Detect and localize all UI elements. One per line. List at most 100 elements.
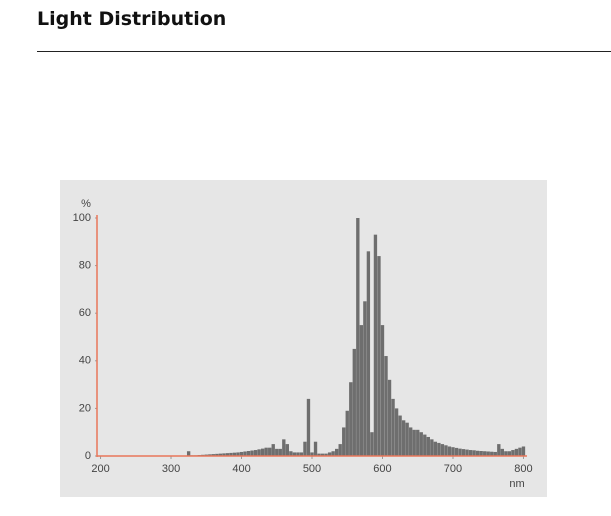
bar	[253, 450, 258, 456]
bar	[334, 448, 339, 456]
bar	[373, 234, 378, 456]
bar	[416, 429, 420, 456]
bar	[486, 451, 490, 456]
bar	[239, 451, 244, 456]
bar	[514, 448, 519, 456]
bar	[444, 445, 448, 456]
bar	[465, 449, 469, 456]
y-tick-label: 60	[79, 307, 91, 319]
divider	[37, 51, 611, 52]
bar	[497, 444, 501, 456]
bar	[412, 429, 416, 456]
bar	[257, 449, 261, 456]
bar	[215, 453, 219, 456]
bar	[500, 448, 505, 456]
bar	[236, 452, 240, 456]
bar	[345, 410, 349, 456]
bar	[479, 451, 483, 456]
bar	[380, 325, 385, 456]
bar	[275, 448, 279, 456]
bar	[352, 348, 356, 456]
x-tick-label: 400	[232, 463, 250, 475]
bar	[225, 453, 230, 456]
bar	[320, 453, 325, 456]
y-tick-label: 100	[73, 212, 91, 224]
bar	[521, 446, 526, 456]
bar	[243, 451, 247, 456]
bar	[391, 398, 395, 456]
bar	[401, 420, 406, 456]
bar	[338, 444, 342, 456]
bar	[186, 451, 191, 456]
bar	[229, 452, 233, 456]
bar	[260, 448, 265, 456]
bar	[285, 444, 290, 456]
y-tick-label: 40	[79, 355, 91, 367]
bar	[292, 452, 297, 456]
bar	[271, 444, 275, 456]
x-tick-label: 700	[444, 463, 462, 475]
bar	[250, 450, 254, 456]
x-tick-label: 500	[303, 463, 321, 475]
y-axis-label: %	[81, 198, 91, 210]
bar	[398, 415, 402, 456]
bar	[387, 379, 392, 456]
bar	[289, 451, 293, 456]
bar	[211, 454, 215, 456]
bar	[222, 453, 226, 456]
bar	[504, 451, 508, 456]
bar	[458, 448, 462, 456]
bar	[518, 447, 522, 456]
bar	[394, 408, 399, 456]
x-tick-label: 300	[162, 463, 180, 475]
y-tick-label: 80	[79, 260, 91, 272]
bar	[246, 451, 251, 456]
bar	[511, 450, 515, 456]
bar	[454, 447, 459, 456]
bar	[366, 251, 371, 456]
bar	[405, 422, 409, 456]
bar	[437, 442, 441, 456]
bar	[451, 447, 455, 456]
bar	[317, 453, 321, 456]
bar	[268, 447, 272, 456]
section-title: Light Distribution	[37, 8, 227, 30]
bar	[475, 450, 480, 456]
bar	[264, 447, 268, 456]
bar	[331, 451, 335, 456]
x-tick-label: 200	[91, 463, 109, 475]
bar	[278, 448, 282, 456]
y-tick-label: 20	[79, 402, 91, 414]
bar	[313, 441, 318, 456]
bar	[306, 398, 311, 456]
bar	[303, 441, 307, 456]
x-tick-label: 800	[514, 463, 532, 475]
bar	[472, 450, 476, 456]
bar	[384, 356, 388, 456]
bar	[282, 439, 286, 456]
bar	[370, 432, 374, 456]
bar	[208, 454, 212, 456]
bar	[423, 434, 427, 456]
bar	[356, 218, 360, 456]
bar	[232, 452, 237, 456]
bar	[218, 453, 223, 456]
bar	[296, 452, 300, 456]
bar	[327, 452, 332, 456]
bar	[377, 256, 381, 456]
bar	[310, 452, 314, 456]
bar	[461, 449, 466, 456]
bar	[349, 382, 353, 456]
bar	[483, 451, 487, 456]
bar	[490, 451, 494, 456]
x-axis-label: nm	[509, 478, 524, 490]
bar	[426, 436, 430, 456]
bar	[359, 325, 364, 456]
bar	[507, 451, 512, 456]
bar	[419, 432, 423, 456]
y-tick-label: 0	[85, 450, 91, 462]
x-tick-label: 600	[373, 463, 391, 475]
bar	[447, 446, 452, 456]
